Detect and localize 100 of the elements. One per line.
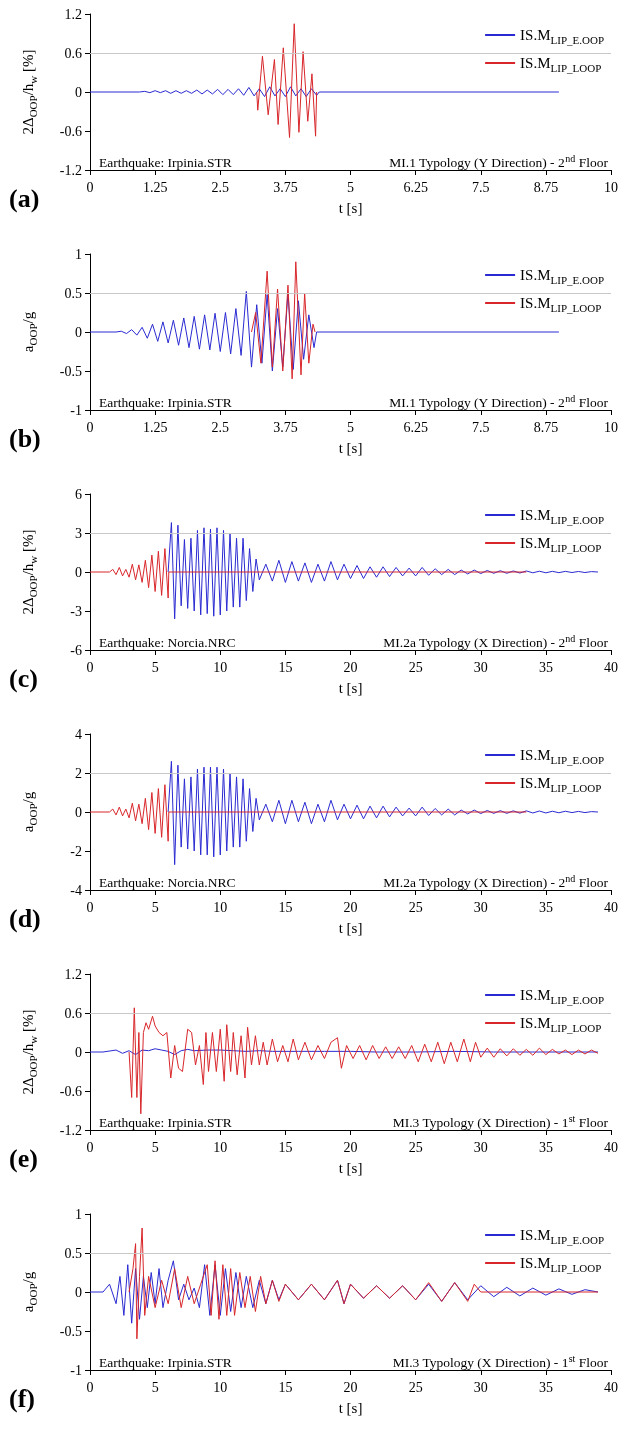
- y-tick-label: -4: [70, 882, 82, 898]
- y-tick-label: 0.6: [64, 1005, 82, 1021]
- x-tick-label: 30: [473, 1139, 488, 1155]
- y-tick-label: -3: [70, 603, 82, 619]
- x-tick-label: 6.25: [403, 179, 428, 195]
- x-axis-title: t [s]: [338, 679, 363, 696]
- y-tick-label: -1.2: [59, 1122, 82, 1138]
- line-series: [89, 548, 527, 599]
- y-tick-label: 0: [75, 324, 82, 340]
- y-tick-label: 0: [75, 84, 82, 100]
- y-tick-label: 0: [75, 564, 82, 580]
- x-tick-label: 35: [538, 659, 553, 675]
- x-tick-label: 1.25: [142, 179, 168, 195]
- y-tick-label: -0.5: [59, 1323, 82, 1339]
- x-tick-label: 35: [538, 899, 553, 915]
- y-tick-label: -6: [70, 642, 82, 658]
- x-tick-label: 2.5: [211, 419, 229, 435]
- text: (b): [9, 423, 41, 453]
- x-tick-label: 30: [473, 899, 488, 915]
- x-tick-label: 1.25: [142, 419, 168, 435]
- text: (c): [9, 663, 38, 693]
- y-tick-label: 0.5: [64, 1245, 82, 1261]
- x-tick-label: 10: [213, 1379, 228, 1395]
- y-tick-label: 1: [75, 246, 82, 262]
- x-tick-label: 10: [213, 659, 228, 675]
- x-tick-label: 0: [86, 419, 94, 435]
- x-tick-label: 10: [604, 179, 618, 195]
- x-tick-label: 10: [213, 899, 228, 915]
- y-axis-title: aOOP/g: [20, 311, 39, 353]
- x-tick-label: 40: [604, 659, 618, 675]
- x-tick-label: 3.75: [273, 179, 298, 195]
- x-tick-label: 7.5: [472, 419, 490, 435]
- y-tick-label: 0.6: [64, 45, 82, 61]
- text: (e): [9, 1143, 38, 1173]
- x-tick-label: 5: [151, 899, 159, 915]
- x-tick-label: 30: [473, 1379, 488, 1395]
- line-series: [128, 1007, 599, 1115]
- y-tick-label: 4: [75, 726, 82, 742]
- y-tick-label: 3: [75, 525, 82, 541]
- line-series: [256, 23, 318, 138]
- x-tick-label: 20: [343, 1139, 358, 1155]
- x-tick-label: 5: [347, 419, 354, 435]
- x-tick-label: 0: [86, 1139, 94, 1155]
- x-tick-label: 5: [347, 179, 354, 195]
- text: (d): [9, 903, 41, 933]
- y-axis-title: aOOP/g: [20, 791, 39, 833]
- y-tick-label: -0.5: [59, 363, 82, 379]
- x-tick-label: 35: [538, 1139, 553, 1155]
- y-tick-label: 0: [75, 1284, 82, 1300]
- y-tick-label: 6: [75, 486, 82, 502]
- y-tick-label: 2: [75, 765, 82, 781]
- y-tick-label: -1: [70, 1362, 82, 1378]
- x-tick-label: 40: [604, 899, 618, 915]
- x-tick-label: 0: [86, 899, 94, 915]
- annotation: Earthquake: Irpinia.STR: [99, 154, 232, 170]
- y-axis-title: aOOP/g: [20, 1271, 39, 1313]
- y-tick-label: -1: [70, 402, 82, 418]
- x-tick-label: 25: [408, 1139, 423, 1155]
- x-tick-label: 15: [278, 1379, 293, 1395]
- y-tick-label: -2: [70, 843, 82, 859]
- x-tick-label: 0: [86, 179, 94, 195]
- x-tick-label: 8.75: [533, 419, 559, 435]
- y-tick-label: 0: [75, 804, 82, 820]
- x-tick-label: 40: [604, 1139, 618, 1155]
- x-tick-label: 7.5: [472, 179, 490, 195]
- annotation: Earthquake: Irpinia.STR: [99, 1354, 232, 1370]
- x-axis-title: t [s]: [338, 199, 363, 216]
- x-tick-label: 0: [86, 659, 94, 675]
- y-tick-label: 0.5: [64, 285, 82, 301]
- annotation: Earthquake: Norcia.NRC: [99, 634, 236, 650]
- x-tick-label: 10: [213, 1139, 228, 1155]
- text: (f): [9, 1383, 35, 1413]
- line-series: [251, 261, 316, 380]
- x-tick-label: 30: [473, 659, 488, 675]
- x-tick-label: 10: [604, 419, 618, 435]
- x-tick-label: 8.75: [533, 179, 559, 195]
- y-tick-label: 0: [75, 1044, 82, 1060]
- x-tick-label: 0: [86, 1379, 94, 1395]
- x-tick-label: 25: [408, 659, 423, 675]
- x-tick-label: 35: [538, 1379, 553, 1395]
- x-tick-label: 5: [151, 1379, 159, 1395]
- x-axis-title: t [s]: [338, 1399, 363, 1416]
- x-tick-label: 25: [408, 899, 423, 915]
- annotation: Earthquake: Norcia.NRC: [99, 874, 236, 890]
- x-tick-label: 15: [278, 1139, 293, 1155]
- y-tick-label: 1.2: [64, 6, 82, 22]
- x-axis-title: t [s]: [338, 919, 363, 936]
- x-tick-label: 20: [343, 1379, 358, 1395]
- x-axis-title: t [s]: [338, 439, 363, 456]
- x-axis-title: t [s]: [338, 1159, 363, 1176]
- x-tick-label: 25: [408, 1379, 423, 1395]
- y-tick-label: 1: [75, 1206, 82, 1222]
- annotation: Earthquake: Irpinia.STR: [99, 1114, 232, 1130]
- y-tick-label: -1.2: [59, 162, 82, 178]
- annotation: Earthquake: Irpinia.STR: [99, 394, 232, 410]
- x-tick-label: 15: [278, 899, 293, 915]
- y-tick-label: 1.2: [64, 966, 82, 982]
- x-tick-label: 20: [343, 659, 358, 675]
- text: (a): [9, 183, 40, 213]
- x-tick-label: 3.75: [273, 419, 298, 435]
